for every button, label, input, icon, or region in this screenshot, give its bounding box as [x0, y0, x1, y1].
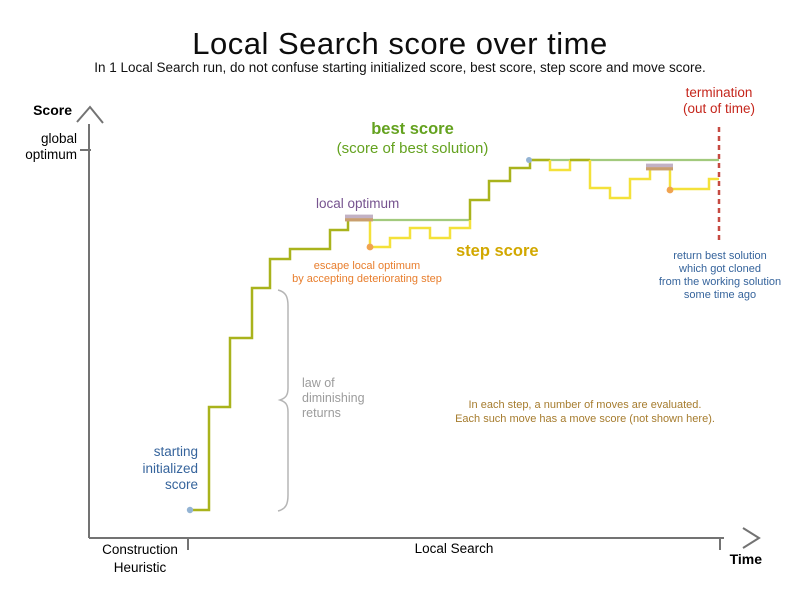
construction-heuristic-label: Construction Heuristic [93, 541, 187, 577]
termination-line1: termination [685, 85, 753, 100]
local-search-label: Local Search [414, 541, 494, 556]
local-optimum-highlight-bottom [345, 218, 373, 222]
local-optimum-highlight-top [345, 214, 373, 219]
move-score-note: In each step, a number of moves are eval… [437, 399, 733, 426]
best-score-title: best score [371, 120, 454, 138]
x-axis-arrow-icon [742, 527, 761, 549]
start-line1: starting [153, 444, 198, 459]
x-axis-label: Time [729, 551, 762, 567]
deteriorating-step-dot-2 [666, 186, 674, 194]
step-score-label: step score [456, 242, 539, 260]
y-axis-label: Score [33, 102, 72, 118]
move-note-line2: Each such move has a move score (not sho… [455, 412, 715, 425]
deteriorating-step-dot-1 [366, 243, 374, 251]
law-of-diminishing-returns-note: law of diminishing returns [302, 376, 365, 421]
best-solution-dot [526, 157, 532, 163]
y-axis-arrow-icon [76, 105, 104, 124]
return-best-line1: return best solution [673, 250, 767, 262]
construction-line2: Heuristic [113, 560, 167, 575]
step-score-dip-2 [548, 160, 572, 172]
start-line2: initialized [142, 460, 198, 476]
law-line3: returns [302, 406, 341, 420]
page-subtitle: In 1 Local Search run, do not confuse st… [94, 60, 706, 75]
return-best-line3: from the working solution [658, 276, 782, 288]
best-plateau-highlight-top [646, 163, 673, 168]
best-score-subtitle: (score of best solution) [336, 140, 489, 157]
step-score-rise-2 [468, 158, 550, 220]
construction-line1: Construction [102, 542, 178, 557]
step-score-dip-1 [368, 220, 472, 249]
step-score-dip-3 [588, 160, 719, 200]
escape-note-line1: escape local optimum [313, 260, 421, 272]
start-line3: score [164, 477, 198, 492]
law-line2: diminishing [302, 391, 365, 405]
law-line1: law of [302, 376, 335, 390]
starting-score-dot [186, 506, 194, 514]
step-score-rise-1 [190, 218, 370, 512]
global-optimum-label: global optimum [4, 131, 77, 163]
escape-note-line2: by accepting deteriorating step [292, 272, 442, 285]
return-best-solution-note: return best solution which got cloned fr… [645, 250, 795, 302]
local-optimum-label: local optimum [316, 196, 400, 211]
return-best-line2: which got cloned [679, 263, 761, 275]
termination-line2: (out of time) [682, 100, 756, 116]
escape-local-optimum-note: escape local optimum by accepting deteri… [266, 260, 468, 285]
starting-initialized-score-note: starting initialized score [126, 444, 198, 494]
page-title: Local Search score over time [192, 26, 608, 61]
global-optimum-line2: optimum [25, 147, 77, 162]
best-plateau-highlight-bottom [646, 167, 673, 171]
global-optimum-line1: global [40, 131, 77, 146]
move-note-line1: In each step, a number of moves are eval… [468, 399, 702, 411]
best-score-annotation: best score (score of best solution) [310, 119, 515, 159]
return-best-line4: some time ago [683, 289, 757, 301]
termination-note: termination (out of time) [655, 85, 783, 116]
law-brace [277, 289, 289, 512]
